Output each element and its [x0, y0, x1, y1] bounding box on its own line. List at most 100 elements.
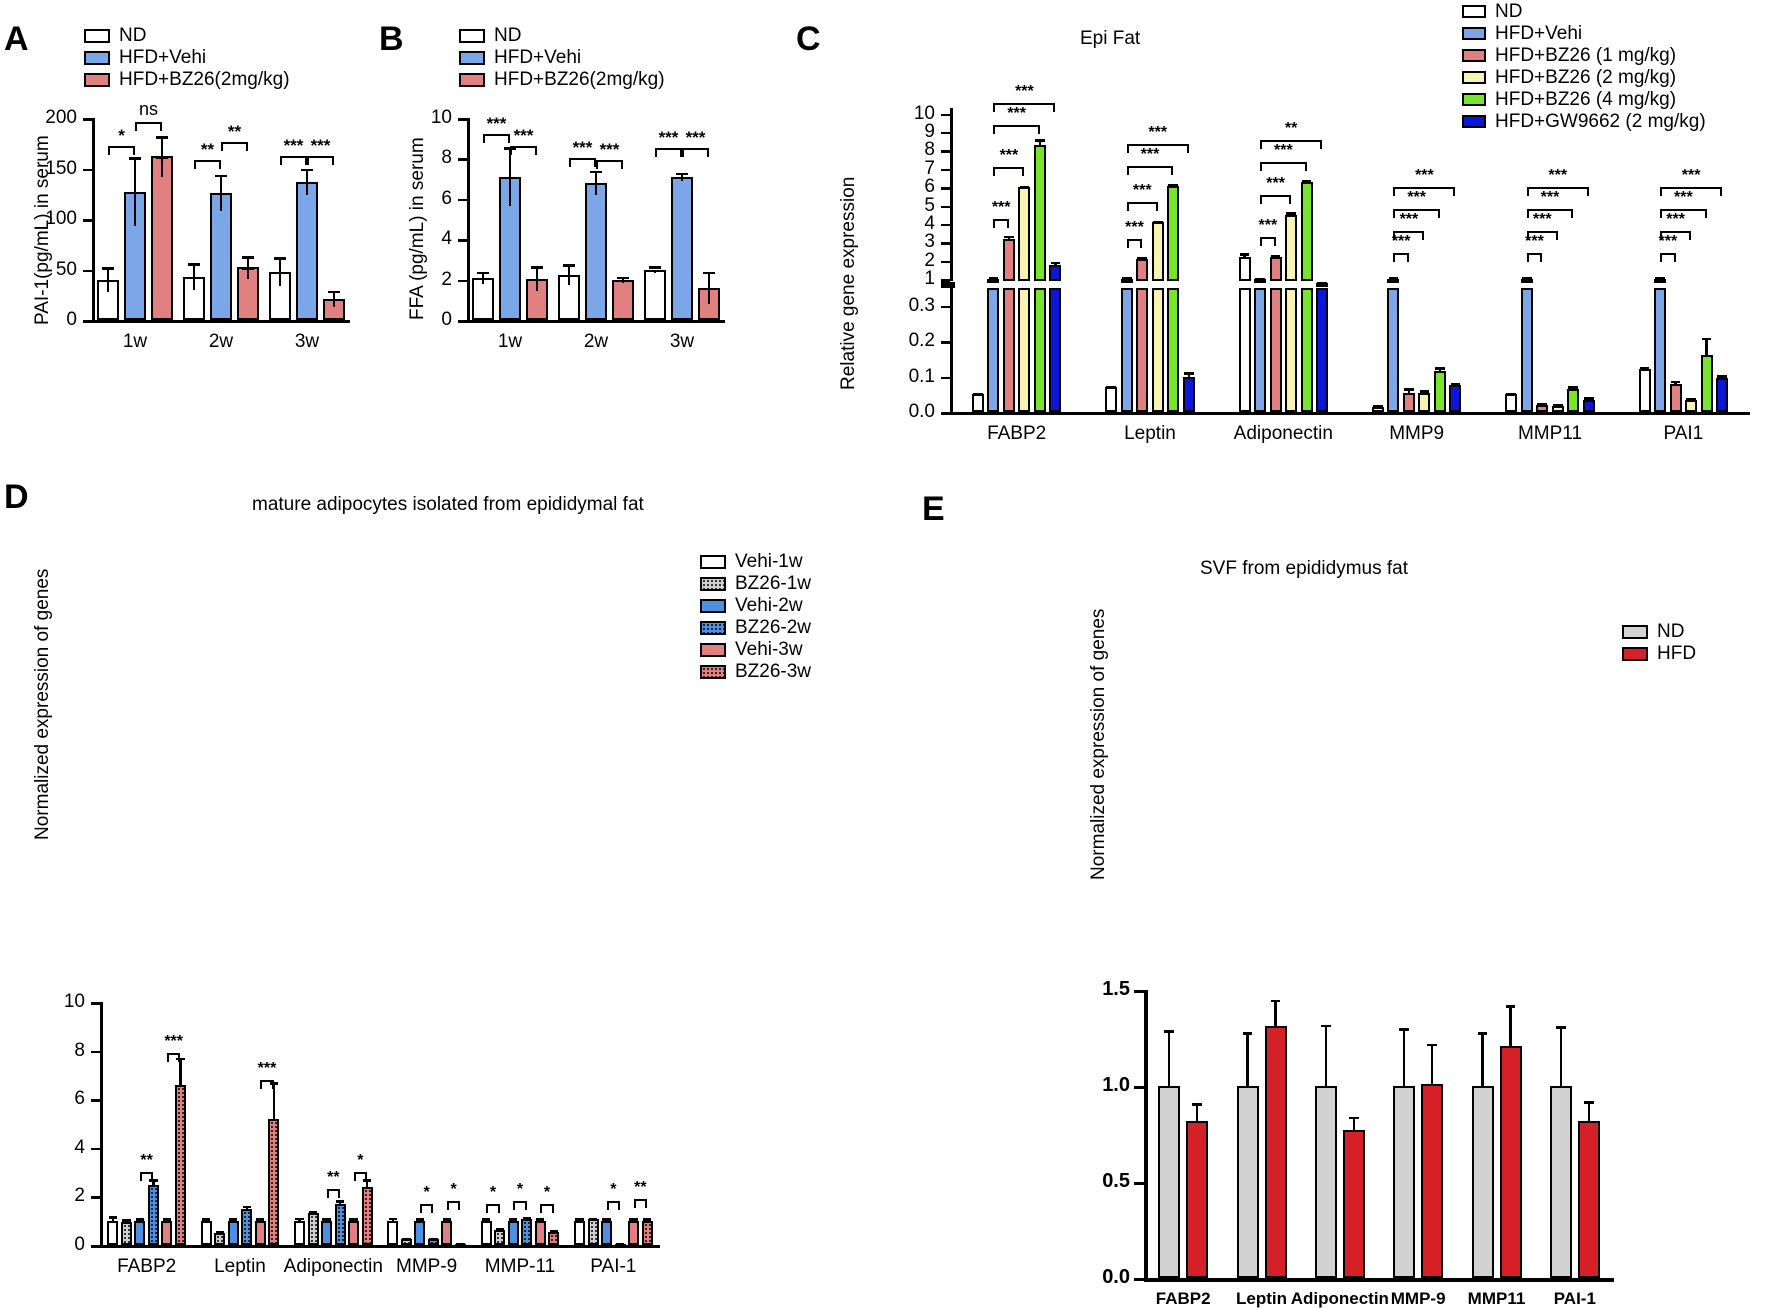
error-bar-Adiponectin-BZ26-2w-cap: [336, 1200, 344, 1203]
error-bar-PAI1-HFD+BZ26 (2 mg/kg)-cap: [1686, 398, 1696, 401]
sig-bracket: [486, 1204, 500, 1213]
bar-cont-Adiponectin-HFD+BZ26 (4 mg/kg): [1301, 288, 1313, 412]
error-bar-MMP11-ND-cap: [1506, 393, 1516, 396]
error-bar-PAI-1-Vehi-3w-cap: [629, 1218, 637, 1221]
error-bar-lo-cap: [649, 270, 661, 273]
error-bar-PAI1-HFD+GW9662 (2 mg/kg)-cap: [1717, 375, 1727, 378]
sig-bracket: [1393, 187, 1455, 196]
error-bar-MMP11-HFD+BZ26 (1 mg/kg)-cap: [1537, 403, 1547, 406]
error-bar-Leptin-Vehi-2w-cap: [229, 1218, 237, 1221]
error-bar-MMP11-HFD: [1509, 1005, 1512, 1045]
bar-PAI1-ND: [1639, 369, 1651, 412]
bar-MMP-11-Vehi-3w: [535, 1221, 546, 1245]
sig-bracket: [513, 1201, 527, 1210]
error-bar-lo-cap: [274, 272, 286, 275]
bar-PAI1-HFD+BZ26 (2 mg/kg): [1685, 400, 1697, 412]
bar-Adiponectin-ND: [1315, 1086, 1337, 1278]
error-bar-FABP2-BZ26-1w-cap: [122, 1219, 130, 1222]
error-bar-Adiponectin-ND-cap: [1321, 1025, 1331, 1028]
bar-FABP2-ND: [1158, 1086, 1180, 1278]
sig-bracket: [682, 148, 709, 157]
bar-3w-HFD+Vehi: [671, 177, 693, 320]
sig-bracket: [194, 160, 221, 169]
x-axis: [950, 412, 1750, 415]
error-bar-MMP-11-Vehi-1w-cap: [482, 1218, 490, 1221]
error-bar-MMP11-HFD+BZ26 (2 mg/kg)-cap: [1553, 404, 1563, 407]
y-tick-lower-mark: [941, 306, 950, 309]
sig-bracket: [993, 125, 1040, 134]
bar-PAI-1-Vehi-3w: [628, 1221, 639, 1245]
error-bar-Leptin-HFD+GW9662 (2 mg/kg)-cap: [1184, 372, 1194, 375]
error-bar-lo-cap: [531, 279, 543, 282]
bar-2w-HFD+BZ26(2mg/kg): [612, 280, 634, 320]
category-label: PAI-1: [523, 1257, 703, 1276]
error-bar-FABP2-Vehi-2w-cap: [136, 1218, 144, 1221]
bar-PAI-1-Vehi-1w: [574, 1221, 585, 1245]
error-bar-MMP9-ND-cap: [1373, 405, 1383, 408]
error-bar-PAI1-HFD+BZ26 (1 mg/kg)-cap: [1671, 381, 1681, 384]
sig-bracket: [569, 158, 596, 167]
bar-Leptin-BZ26-3w: [268, 1119, 279, 1245]
y-tick-lower: 0.0: [863, 402, 935, 421]
y-tick-mark: [91, 1051, 100, 1054]
bar-FABP2-ND: [972, 394, 984, 412]
sig-label: ***: [277, 137, 364, 154]
y-tick: 0.5: [1052, 1171, 1130, 1191]
sig-label: ***: [1230, 176, 1321, 192]
sig-bracket: [1527, 187, 1589, 196]
bar-MMP-9-Vehi-1w: [387, 1221, 398, 1245]
y-tick: 10: [13, 992, 85, 1011]
bar-Adiponectin-Vehi-1w: [294, 1221, 305, 1245]
bar-MMP11-HFD+BZ26 (4 mg/kg): [1567, 389, 1579, 412]
bar-Leptin-BZ26-1w: [214, 1233, 225, 1245]
sig-bracket: [221, 142, 248, 151]
error-bar-2w-HFD+Vehi-cap: [590, 171, 602, 174]
bar-Leptin-Vehi-2w: [228, 1221, 239, 1245]
error-bar-MMP-11-BZ26-2w-cap: [523, 1217, 531, 1220]
y-tick-lower-mark: [941, 377, 950, 380]
bar-Leptin-Vehi-3w: [255, 1221, 266, 1245]
bar-cont-FABP2-HFD+BZ26 (1 mg/kg): [1003, 288, 1015, 412]
y-tick: 6: [13, 1089, 85, 1108]
error-bar-MMP-9-BZ26-1w-cap: [402, 1238, 410, 1241]
error-bar-lo-cap: [703, 288, 715, 291]
error-bar-lo: [220, 193, 223, 211]
error-bar-3w-HFD+Vehi-cap: [301, 169, 313, 172]
error-bar-MMP9-HFD+Vehi-cap: [1389, 277, 1399, 280]
error-bar-PAI1-HFD+BZ26 (4 mg/kg)-cap: [1702, 338, 1712, 341]
bar-FABP2-Vehi-1w: [107, 1221, 118, 1245]
error-bar-MMP-9-BZ26-3w-cap: [456, 1243, 464, 1246]
sig-bracket: [1127, 166, 1174, 175]
bar-MMP11-ND: [1505, 394, 1517, 412]
error-bar-FABP2-Vehi-3w-cap: [163, 1218, 171, 1221]
error-bar-lo-cap: [676, 177, 688, 180]
sig-bracket: [135, 122, 162, 131]
y-tick: 8: [380, 148, 452, 167]
sig-bracket: [655, 148, 682, 157]
bar-cont-Leptin-HFD+BZ26 (1 mg/kg): [1136, 288, 1148, 412]
sig-bracket: [1260, 195, 1291, 204]
bar-MMP9-HFD+BZ26 (1 mg/kg): [1403, 393, 1415, 412]
y-tick-upper-mark: [941, 132, 950, 135]
bar-FABP2-BZ26-2w: [148, 1185, 159, 1245]
bar-MMP11-ND: [1472, 1086, 1494, 1278]
y-axis: [467, 118, 470, 323]
bar-Adiponectin-Vehi-2w: [321, 1221, 332, 1245]
bar-MMP-9-ND: [1393, 1086, 1415, 1278]
error-bar-Adiponectin-HFD-cap: [1349, 1117, 1359, 1120]
y-tick-mark: [458, 280, 467, 283]
sig-bracket: [993, 219, 1009, 228]
sig-bracket: [510, 146, 537, 155]
bar-Leptin-HFD: [1265, 1026, 1287, 1278]
y-tick-mark: [83, 118, 92, 121]
error-bar-FABP2-ND-cap: [973, 393, 983, 396]
bar-1w-HFD+BZ26(2mg/kg): [151, 156, 173, 320]
error-bar-PAI1-HFD+Vehi-cap: [1655, 277, 1665, 280]
bar-MMP9-HFD+BZ26 (2 mg/kg): [1418, 393, 1430, 412]
sig-label: **: [604, 1180, 678, 1196]
y-tick-upper-mark: [941, 187, 950, 190]
error-bar-Leptin-ND-cap: [1243, 1032, 1253, 1035]
error-bar-MMP-9-Vehi-2w-cap: [416, 1218, 424, 1221]
error-bar-2w-HFD+Vehi: [220, 175, 223, 193]
